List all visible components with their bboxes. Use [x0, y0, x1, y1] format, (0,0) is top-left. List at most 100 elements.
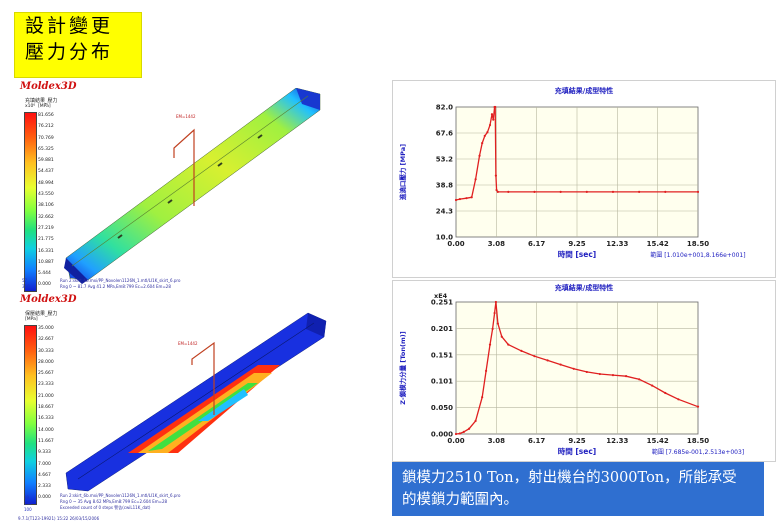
part-model-packing: EM=1442 — [65, 312, 327, 492]
data-point — [493, 311, 496, 315]
chart-clamp-force: 0.00 3.08 6.17 9.25 12.33 15.42 18.50 0.000 0.05… — [398, 292, 744, 456]
x-tick-label: 0.00 — [447, 437, 464, 445]
data-point — [467, 427, 471, 430]
x-tick-label: 15.42 — [647, 437, 669, 445]
footer-line: Run 2:skirt_6b.mxi/PP_Novolen1126N_1.mtl… — [60, 278, 181, 283]
scale-tick: 0.000 — [38, 495, 51, 501]
y-tick-label: 10.0 — [436, 234, 453, 242]
data-point — [664, 190, 667, 193]
sim-panel-filling: Moldex3D 充填結果_壓力 x10⁶ [MPa] 81.656 76.21… — [18, 80, 378, 292]
data-point — [490, 113, 494, 116]
scale-tick: 16.331 — [38, 248, 54, 254]
data-point — [474, 178, 477, 181]
scale-tick: 0.000 — [38, 282, 51, 288]
scale-ticks: 81.656 76.212 70.769 65.325 59.881 54.43… — [38, 110, 54, 291]
title-line-1: 設計變更 — [25, 15, 114, 37]
y-tick-label: 53.2 — [436, 156, 453, 164]
data-point — [677, 398, 680, 401]
x-tick-label: 12.33 — [606, 437, 628, 445]
x-axis-label: 時間 [sec] — [558, 249, 596, 259]
chart-panel-clamp-force: 充填結果/成型特性 0.00 3.08 6.17 9.25 12.33 15.42 18.5… — [392, 280, 776, 462]
data-point — [520, 349, 523, 353]
scale-tick: 32.662 — [38, 214, 54, 220]
chart-title: 充填結果/成型特性 — [554, 284, 614, 292]
caption-line-1: 鎖模力2510 Ton，射出機台的3000Ton，所能承受 — [402, 470, 737, 486]
scale-tick: 70.769 — [38, 135, 54, 141]
footer-line: Rng 0 ~ 81.7 Avg 41.2 MPa,Em8:799 Ec=2.6… — [60, 284, 171, 289]
y-tick-label: 0.201 — [431, 325, 453, 333]
scale-tick: 81.656 — [38, 113, 54, 118]
scale-tick: 48.994 — [38, 180, 54, 186]
data-point — [507, 343, 510, 346]
scale-tick: 43.550 — [38, 192, 54, 198]
y-tick-label: 38.8 — [436, 182, 453, 190]
data-point — [585, 370, 588, 374]
color-scale-bar — [24, 325, 37, 505]
unit-exp: x10⁶ — [25, 104, 36, 109]
data-point — [483, 134, 486, 137]
axis-triad: 39 130 100 — [24, 495, 32, 513]
axis-label: 39 — [24, 495, 30, 500]
footer-line: Run 2:skirt_6b.mxi/PP_Novolen1126N_1.mtl… — [60, 493, 181, 498]
scale-tick: 65.325 — [38, 146, 54, 152]
scale-tick: 7.000 — [38, 461, 51, 467]
x-tick-label: 0.00 — [447, 240, 464, 248]
data-point — [559, 190, 562, 193]
color-scale-bar — [24, 112, 37, 292]
scale-tick: 23.333 — [38, 382, 54, 388]
x-tick-label: 15.42 — [647, 240, 669, 248]
data-point — [696, 405, 700, 408]
scale-tick: 76.212 — [38, 124, 54, 130]
scale-tick: 54.437 — [38, 169, 54, 175]
data-point — [474, 419, 477, 422]
marker-label: EM=1442 — [178, 341, 198, 346]
data-point — [611, 190, 615, 193]
chart-title: 充填結果/成型特性 — [554, 87, 614, 95]
title-line-2: 壓力分布 — [25, 41, 114, 63]
brand-logo: Moldex3D — [20, 81, 77, 92]
data-point — [559, 363, 562, 366]
data-point — [462, 430, 465, 433]
data-point — [454, 198, 458, 202]
scale-tick: 27.219 — [38, 225, 54, 231]
scale-ticks: 35.000 32.667 30.333 28.000 25.667 23.33… — [38, 323, 54, 504]
sim-timestamp: 9.7.1(T123-19921) 15:22 26/03/15/2006 — [18, 516, 100, 521]
unit-label: [MPa] — [25, 317, 38, 322]
sim-panel-packing: Moldex3D 保壓結果_壓力 [MPa] 35.000 32.667 30.… — [18, 293, 378, 523]
scale-tick: 59.881 — [38, 158, 54, 164]
scale-tick: 10.887 — [38, 259, 54, 265]
y-axis-label: Z-鎖模力分量 [Ton(m)] — [398, 331, 407, 404]
data-point — [598, 372, 601, 376]
scale-tick: 21.775 — [38, 237, 54, 243]
scale-tick: 30.333 — [38, 348, 54, 354]
y-tick-label: 0.101 — [431, 378, 453, 386]
sim-footer: Run 2:skirt_6b.mxi/PP_Novolen1126N_1.mtl… — [60, 278, 180, 290]
series-line — [455, 301, 699, 435]
scale-tick: 35.000 — [38, 326, 54, 331]
data-point — [533, 355, 536, 358]
axis-triad: 57 350 — [22, 278, 30, 290]
data-point — [486, 131, 489, 134]
data-point — [496, 190, 499, 193]
x-tick-label: 9.25 — [568, 437, 585, 445]
data-point — [500, 335, 503, 338]
scale-tick: 5.444 — [38, 271, 51, 277]
range-label: 範圍 [7.685e-001,2.513e+003] — [652, 448, 744, 456]
x-tick-label: 6.17 — [528, 240, 545, 248]
scale-tick: 16.333 — [38, 416, 54, 422]
data-point — [572, 367, 575, 370]
data-point — [488, 343, 492, 346]
scale-tick: 14.000 — [38, 427, 54, 433]
data-point — [484, 369, 488, 372]
data-point — [638, 378, 641, 381]
scale-tick: 18.667 — [38, 405, 54, 411]
x-tick-label: 9.25 — [568, 240, 585, 248]
data-point — [470, 196, 473, 199]
brand-logo: Moldex3D — [20, 294, 77, 305]
data-point — [458, 197, 462, 201]
data-point — [492, 118, 495, 121]
x-tick-label: 18.50 — [687, 437, 709, 445]
part-model-filling: EM=1442 — [64, 88, 321, 284]
x-tick-label: 3.08 — [488, 437, 505, 445]
y-tick-label: 24.3 — [436, 208, 453, 216]
